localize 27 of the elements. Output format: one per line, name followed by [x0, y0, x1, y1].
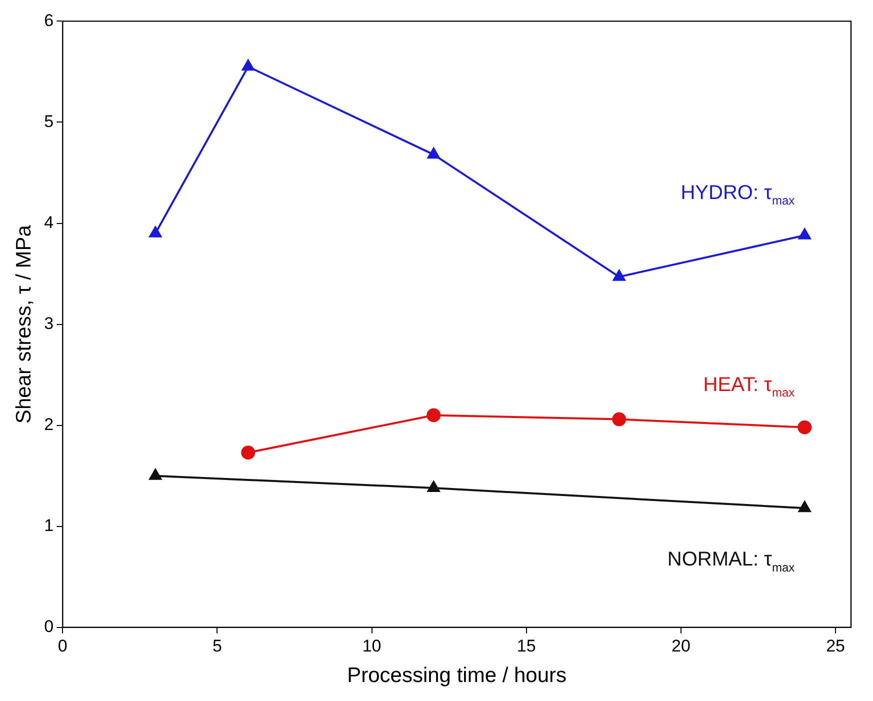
y-axis-title: Shear stress, τ / MPa	[12, 224, 36, 424]
y-tick-label: 2	[44, 415, 54, 434]
point	[427, 148, 440, 159]
x-tick-label: 0	[58, 636, 68, 656]
x-tick-label: 20	[672, 636, 690, 656]
point	[426, 408, 441, 422]
point	[427, 480, 440, 492]
y-tick-label: 3	[44, 314, 54, 333]
point	[798, 228, 811, 240]
point	[242, 60, 254, 71]
y-tick-label: 0	[44, 617, 54, 636]
point	[798, 501, 811, 512]
point	[241, 446, 256, 460]
point	[612, 270, 626, 281]
point	[149, 468, 162, 480]
y-tick-label: 1	[44, 516, 54, 536]
x-axis-title: Processing time / hours	[347, 664, 567, 688]
y-tick-label: 4	[44, 212, 54, 232]
x-tick-label: 15	[516, 636, 536, 656]
y-tick-label: 6	[44, 10, 54, 30]
x-tick-label: 5	[212, 636, 222, 656]
y-tick-label: 5	[44, 112, 54, 131]
point	[149, 226, 162, 238]
point	[798, 420, 812, 434]
point	[612, 412, 626, 426]
x-tick-label: 25	[826, 636, 846, 656]
x-tick-label: 10	[362, 636, 382, 656]
